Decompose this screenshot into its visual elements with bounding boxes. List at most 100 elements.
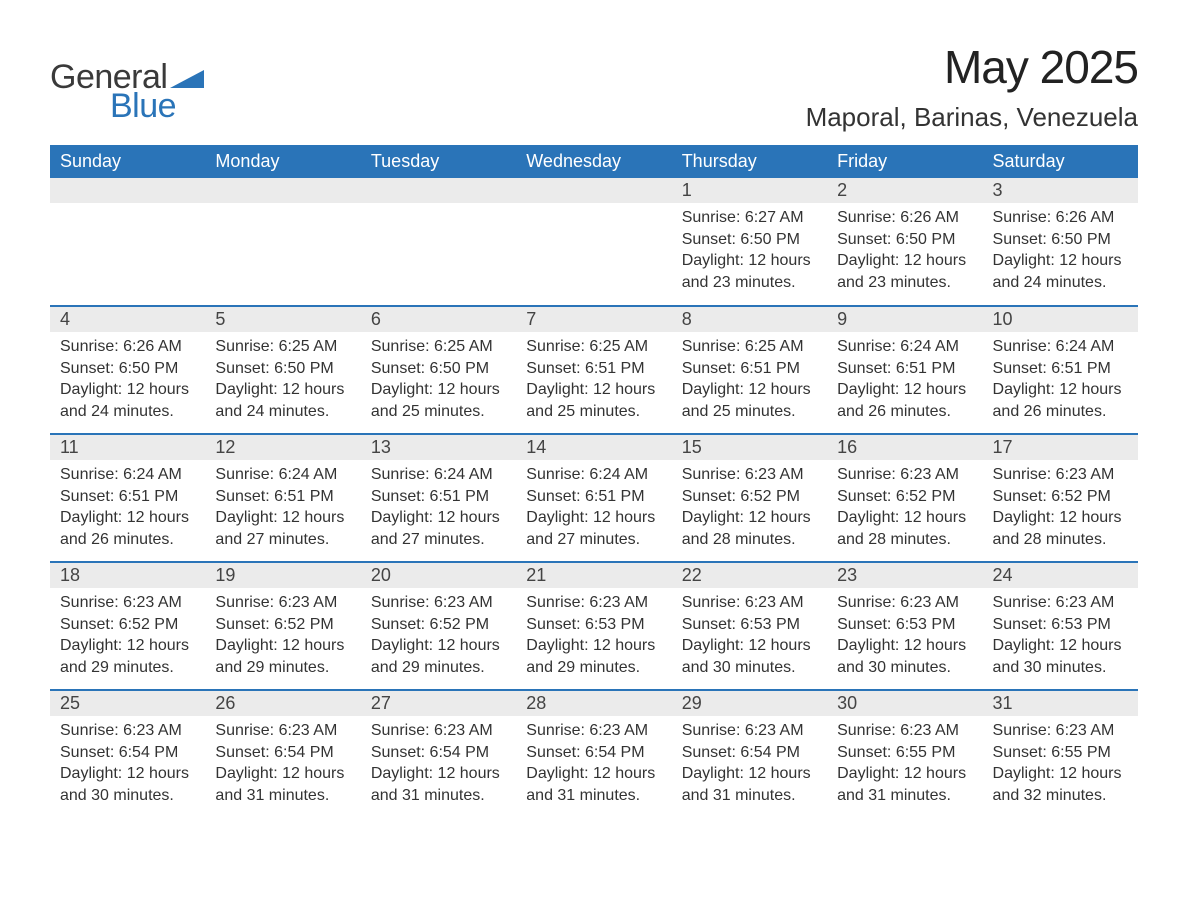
day-number xyxy=(50,178,205,203)
daylight-line: Daylight: 12 hours and 28 minutes. xyxy=(682,507,817,550)
day-number: 1 xyxy=(672,178,827,203)
calendar-day-cell: 10Sunrise: 6:24 AMSunset: 6:51 PMDayligh… xyxy=(983,306,1138,434)
day-details: Sunrise: 6:24 AMSunset: 6:51 PMDaylight:… xyxy=(827,332,982,430)
day-details: Sunrise: 6:23 AMSunset: 6:52 PMDaylight:… xyxy=(205,588,360,686)
day-number: 20 xyxy=(361,563,516,588)
daylight-line: Daylight: 12 hours and 29 minutes. xyxy=(60,635,195,678)
day-details: Sunrise: 6:25 AMSunset: 6:51 PMDaylight:… xyxy=(672,332,827,430)
calendar-day-cell: 23Sunrise: 6:23 AMSunset: 6:53 PMDayligh… xyxy=(827,562,982,690)
sunrise-line: Sunrise: 6:24 AM xyxy=(371,464,506,486)
sunset-line: Sunset: 6:51 PM xyxy=(215,486,350,508)
calendar-empty-cell xyxy=(361,178,516,306)
day-details: Sunrise: 6:26 AMSunset: 6:50 PMDaylight:… xyxy=(983,203,1138,301)
sunset-line: Sunset: 6:53 PM xyxy=(682,614,817,636)
header: General Blue May 2025 Maporal, Barinas, … xyxy=(50,40,1138,133)
sunrise-line: Sunrise: 6:26 AM xyxy=(993,207,1128,229)
calendar-day-cell: 8Sunrise: 6:25 AMSunset: 6:51 PMDaylight… xyxy=(672,306,827,434)
day-details: Sunrise: 6:25 AMSunset: 6:50 PMDaylight:… xyxy=(205,332,360,430)
calendar-day-cell: 13Sunrise: 6:24 AMSunset: 6:51 PMDayligh… xyxy=(361,434,516,562)
sunrise-line: Sunrise: 6:26 AM xyxy=(837,207,972,229)
day-number: 16 xyxy=(827,435,982,460)
sunrise-line: Sunrise: 6:23 AM xyxy=(215,720,350,742)
sunset-line: Sunset: 6:53 PM xyxy=(526,614,661,636)
daylight-line: Daylight: 12 hours and 31 minutes. xyxy=(526,763,661,806)
calendar-day-cell: 6Sunrise: 6:25 AMSunset: 6:50 PMDaylight… xyxy=(361,306,516,434)
title-block: May 2025 Maporal, Barinas, Venezuela xyxy=(806,40,1138,133)
daylight-line: Daylight: 12 hours and 26 minutes. xyxy=(837,379,972,422)
sunset-line: Sunset: 6:52 PM xyxy=(60,614,195,636)
daylight-line: Daylight: 12 hours and 25 minutes. xyxy=(371,379,506,422)
daylight-line: Daylight: 12 hours and 29 minutes. xyxy=(371,635,506,678)
sunrise-line: Sunrise: 6:23 AM xyxy=(837,464,972,486)
day-details: Sunrise: 6:23 AMSunset: 6:54 PMDaylight:… xyxy=(672,716,827,814)
day-details: Sunrise: 6:23 AMSunset: 6:54 PMDaylight:… xyxy=(205,716,360,814)
day-details: Sunrise: 6:24 AMSunset: 6:51 PMDaylight:… xyxy=(983,332,1138,430)
calendar-day-cell: 20Sunrise: 6:23 AMSunset: 6:52 PMDayligh… xyxy=(361,562,516,690)
sunset-line: Sunset: 6:54 PM xyxy=(371,742,506,764)
calendar-row: 4Sunrise: 6:26 AMSunset: 6:50 PMDaylight… xyxy=(50,306,1138,434)
daylight-line: Daylight: 12 hours and 30 minutes. xyxy=(837,635,972,678)
sunrise-line: Sunrise: 6:23 AM xyxy=(526,592,661,614)
calendar-day-cell: 28Sunrise: 6:23 AMSunset: 6:54 PMDayligh… xyxy=(516,690,671,818)
sunset-line: Sunset: 6:51 PM xyxy=(682,358,817,380)
sunset-line: Sunset: 6:55 PM xyxy=(837,742,972,764)
daylight-line: Daylight: 12 hours and 31 minutes. xyxy=(682,763,817,806)
calendar-empty-cell xyxy=(50,178,205,306)
sunrise-line: Sunrise: 6:27 AM xyxy=(682,207,817,229)
calendar-day-cell: 4Sunrise: 6:26 AMSunset: 6:50 PMDaylight… xyxy=(50,306,205,434)
sunset-line: Sunset: 6:54 PM xyxy=(526,742,661,764)
sunset-line: Sunset: 6:55 PM xyxy=(993,742,1128,764)
weekday-header: Friday xyxy=(827,145,982,178)
day-number: 30 xyxy=(827,691,982,716)
day-details: Sunrise: 6:24 AMSunset: 6:51 PMDaylight:… xyxy=(516,460,671,558)
day-number: 26 xyxy=(205,691,360,716)
daylight-line: Daylight: 12 hours and 27 minutes. xyxy=(371,507,506,550)
daylight-line: Daylight: 12 hours and 28 minutes. xyxy=(837,507,972,550)
sunset-line: Sunset: 6:52 PM xyxy=(371,614,506,636)
sunset-line: Sunset: 6:51 PM xyxy=(60,486,195,508)
sunrise-line: Sunrise: 6:23 AM xyxy=(371,592,506,614)
calendar-row: 1 Sunrise: 6:27 AM Sunset: 6:50 PMDaylight… xyxy=(50,178,1138,306)
sunset-line: Sunset: 6:50 PM xyxy=(993,229,1128,251)
sunset-line: Sunset: 6:52 PM xyxy=(837,486,972,508)
day-number xyxy=(361,178,516,203)
calendar-day-cell: 2Sunrise: 6:26 AMSunset: 6:50 PMDaylight… xyxy=(827,178,982,306)
day-number: 25 xyxy=(50,691,205,716)
day-number: 8 xyxy=(672,307,827,332)
day-details: Sunrise: 6:23 AMSunset: 6:53 PMDaylight:… xyxy=(672,588,827,686)
day-details: Sunrise: 6:24 AMSunset: 6:51 PMDaylight:… xyxy=(50,460,205,558)
sunset-line: Sunset: 6:52 PM xyxy=(682,486,817,508)
day-details: Sunrise: 6:23 AMSunset: 6:54 PMDaylight:… xyxy=(361,716,516,814)
sunset-line: Sunset: 6:54 PM xyxy=(682,742,817,764)
calendar-day-cell: 24Sunrise: 6:23 AMSunset: 6:53 PMDayligh… xyxy=(983,562,1138,690)
sunrise-line: Sunrise: 6:23 AM xyxy=(682,592,817,614)
day-number: 21 xyxy=(516,563,671,588)
day-details: Sunrise: 6:23 AMSunset: 6:52 PMDaylight:… xyxy=(672,460,827,558)
calendar-day-cell: 26Sunrise: 6:23 AMSunset: 6:54 PMDayligh… xyxy=(205,690,360,818)
sunrise-line: Sunrise: 6:23 AM xyxy=(60,592,195,614)
sunset-line: Sunset: 6:54 PM xyxy=(60,742,195,764)
sunset-line: Sunset: 6:50 PM xyxy=(60,358,195,380)
sunrise-line: Sunrise: 6:23 AM xyxy=(993,720,1128,742)
daylight-line: Daylight: 12 hours and 26 minutes. xyxy=(993,379,1128,422)
calendar-day-cell: 30Sunrise: 6:23 AMSunset: 6:55 PMDayligh… xyxy=(827,690,982,818)
daylight-line: Daylight: 12 hours and 25 minutes. xyxy=(526,379,661,422)
sunrise-line: Sunrise: 6:24 AM xyxy=(837,336,972,358)
daylight-line: Daylight: 12 hours and 24 minutes. xyxy=(215,379,350,422)
day-details: Sunrise: 6:25 AMSunset: 6:51 PMDaylight:… xyxy=(516,332,671,430)
day-details: Sunrise: 6:26 AMSunset: 6:50 PMDaylight:… xyxy=(50,332,205,430)
day-details: Sunrise: 6:25 AMSunset: 6:50 PMDaylight:… xyxy=(361,332,516,430)
daylight-line: Daylight: 12 hours and 24 minutes. xyxy=(993,250,1128,293)
weekday-header: Wednesday xyxy=(516,145,671,178)
weekday-header: Tuesday xyxy=(361,145,516,178)
day-number: 22 xyxy=(672,563,827,588)
calendar-table: SundayMondayTuesdayWednesdayThursdayFrid… xyxy=(50,145,1138,818)
sunrise-line: Sunrise: 6:23 AM xyxy=(60,720,195,742)
day-details: Sunrise: 6:23 AMSunset: 6:52 PMDaylight:… xyxy=(361,588,516,686)
calendar-day-cell: 7Sunrise: 6:25 AMSunset: 6:51 PMDaylight… xyxy=(516,306,671,434)
day-number: 5 xyxy=(205,307,360,332)
day-number: 19 xyxy=(205,563,360,588)
calendar-day-cell: 31Sunrise: 6:23 AMSunset: 6:55 PMDayligh… xyxy=(983,690,1138,818)
calendar-day-cell: 5Sunrise: 6:25 AMSunset: 6:50 PMDaylight… xyxy=(205,306,360,434)
day-details: Sunrise: 6:24 AMSunset: 6:51 PMDaylight:… xyxy=(205,460,360,558)
